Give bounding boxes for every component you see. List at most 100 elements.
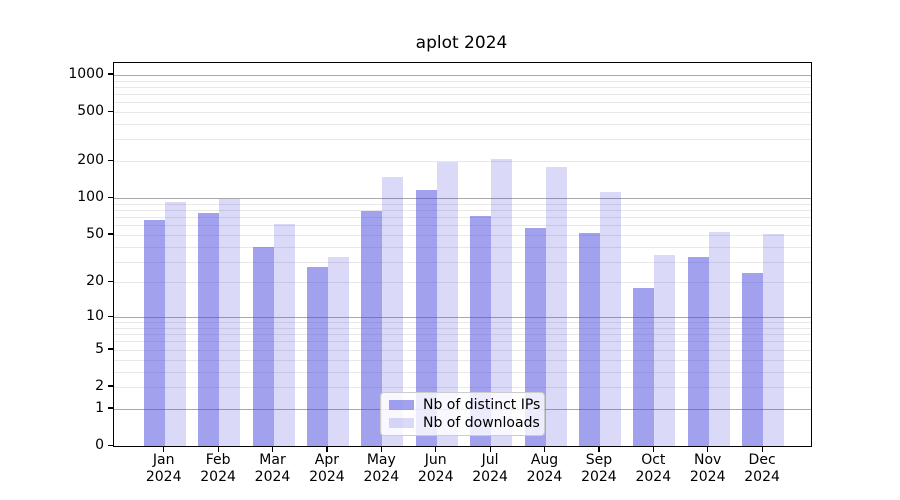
x-tick-year: 2024 — [689, 469, 726, 485]
x-tick-year: 2024 — [309, 469, 345, 485]
x-tick-month: Jun — [424, 452, 447, 468]
x-tick-label: Apr 2024 — [295, 452, 359, 486]
minor-gridline — [114, 209, 811, 211]
bar-downloads-dec — [763, 233, 785, 446]
x-tick-month: Jan — [152, 452, 175, 468]
x-tick-month: Oct — [641, 452, 666, 468]
y-tick-label: 1 — [95, 399, 104, 416]
x-tick-year: 2024 — [254, 469, 291, 485]
x-tick-mark — [489, 446, 491, 452]
bar-distinct-ips-mar — [252, 246, 274, 446]
bar-distinct-ips-jan — [143, 220, 165, 446]
x-tick-label: May 2024 — [349, 452, 413, 486]
legend-label-downloads: Nb of downloads — [423, 415, 540, 431]
y-tick-label: 20 — [86, 273, 104, 290]
x-tick-label: Mar 2024 — [241, 452, 305, 486]
x-tick-mark — [707, 446, 709, 452]
minor-gridline — [114, 327, 811, 329]
y-tick-label: 5 — [95, 340, 104, 357]
y-tick-mark — [108, 407, 113, 409]
minor-gridline — [114, 139, 811, 141]
minor-gridline — [114, 161, 811, 163]
x-tick-month: May — [366, 452, 396, 468]
legend-label-distinct-ips: Nb of distinct IPs — [423, 397, 541, 413]
legend-swatch-downloads — [389, 418, 414, 428]
x-tick-label: Jun 2024 — [404, 452, 468, 486]
x-tick-month: Sep — [585, 452, 613, 468]
x-tick-year: 2024 — [200, 469, 236, 485]
y-tick-mark — [108, 348, 113, 350]
y-tick-label: 0 — [95, 437, 104, 453]
legend: Nb of distinct IPs Nb of downloads — [380, 392, 545, 436]
y-tick-mark — [108, 110, 113, 112]
x-tick-mark — [272, 446, 274, 452]
x-tick-mark — [326, 446, 328, 452]
x-tick-label: Aug 2024 — [513, 452, 577, 486]
x-tick-year: 2024 — [363, 469, 400, 485]
x-tick-month: Dec — [748, 452, 776, 468]
y-tick-mark — [108, 444, 113, 446]
x-tick-month: Mar — [259, 452, 286, 468]
bar-distinct-ips-jun — [415, 190, 437, 446]
bar-distinct-ips-dec — [742, 273, 764, 446]
y-tick-label: 100 — [77, 189, 104, 206]
bar-downloads-oct — [654, 255, 676, 446]
x-tick-month: Jul — [481, 452, 499, 468]
bar-distinct-ips-oct — [633, 287, 655, 446]
x-tick-year: 2024 — [581, 469, 617, 485]
major-gridline — [114, 74, 811, 76]
x-tick-year: 2024 — [526, 469, 563, 485]
bar-distinct-ips-aug — [524, 227, 546, 446]
x-tick-year: 2024 — [635, 469, 672, 485]
y-tick-mark — [108, 385, 113, 387]
y-tick-mark — [108, 280, 113, 283]
x-tick-mark — [380, 446, 383, 452]
y-tick-label: 2 — [95, 377, 104, 394]
x-tick-month: Apr — [314, 452, 339, 468]
x-tick-mark — [163, 446, 165, 452]
legend-item-downloads: Nb of downloads — [389, 415, 540, 431]
y-tick-mark — [108, 73, 113, 75]
minor-gridline — [114, 246, 811, 248]
x-tick-label: Sep 2024 — [567, 452, 631, 486]
minor-gridline — [114, 112, 811, 114]
major-gridline — [114, 317, 811, 319]
bar-downloads-mar — [273, 224, 295, 446]
x-tick-mark — [544, 446, 546, 452]
x-tick-month: Aug — [530, 452, 559, 468]
minor-gridline — [114, 386, 811, 388]
bar-distinct-ips-jul — [470, 215, 492, 446]
minor-gridline — [114, 371, 811, 373]
x-tick-mark — [598, 446, 600, 452]
plot-area — [113, 62, 812, 447]
y-tick-label: 1000 — [68, 65, 104, 82]
bar-downloads-nov — [708, 231, 730, 446]
x-tick-mark — [652, 446, 655, 452]
chart-title: aplot 2024 — [415, 33, 508, 53]
bar-downloads-aug — [545, 167, 567, 446]
minor-gridline — [114, 349, 811, 351]
y-tick-label: 200 — [77, 152, 104, 169]
minor-gridline — [114, 334, 811, 336]
legend-item-distinct-ips: Nb of distinct IPs — [389, 397, 540, 413]
y-tick-label: 500 — [77, 103, 104, 120]
x-tick-year: 2024 — [472, 469, 508, 485]
x-tick-label: Oct 2024 — [621, 452, 685, 486]
minor-gridline — [114, 234, 811, 236]
minor-gridline — [114, 124, 811, 126]
bar-distinct-ips-may — [361, 211, 383, 446]
y-tick-label: 10 — [86, 308, 104, 325]
bar-downloads-sep — [599, 192, 621, 446]
x-tick-mark — [435, 446, 437, 452]
minor-gridline — [114, 217, 811, 219]
x-tick-month: Feb — [205, 452, 231, 468]
bar-downloads-jul — [491, 158, 513, 446]
x-tick-month: Nov — [694, 452, 722, 468]
minor-gridline — [114, 225, 811, 227]
x-tick-label: Feb 2024 — [186, 452, 250, 486]
minor-gridline — [114, 341, 811, 343]
y-tick-mark — [108, 233, 113, 235]
major-gridline — [114, 198, 811, 200]
x-tick-mark — [217, 446, 219, 452]
